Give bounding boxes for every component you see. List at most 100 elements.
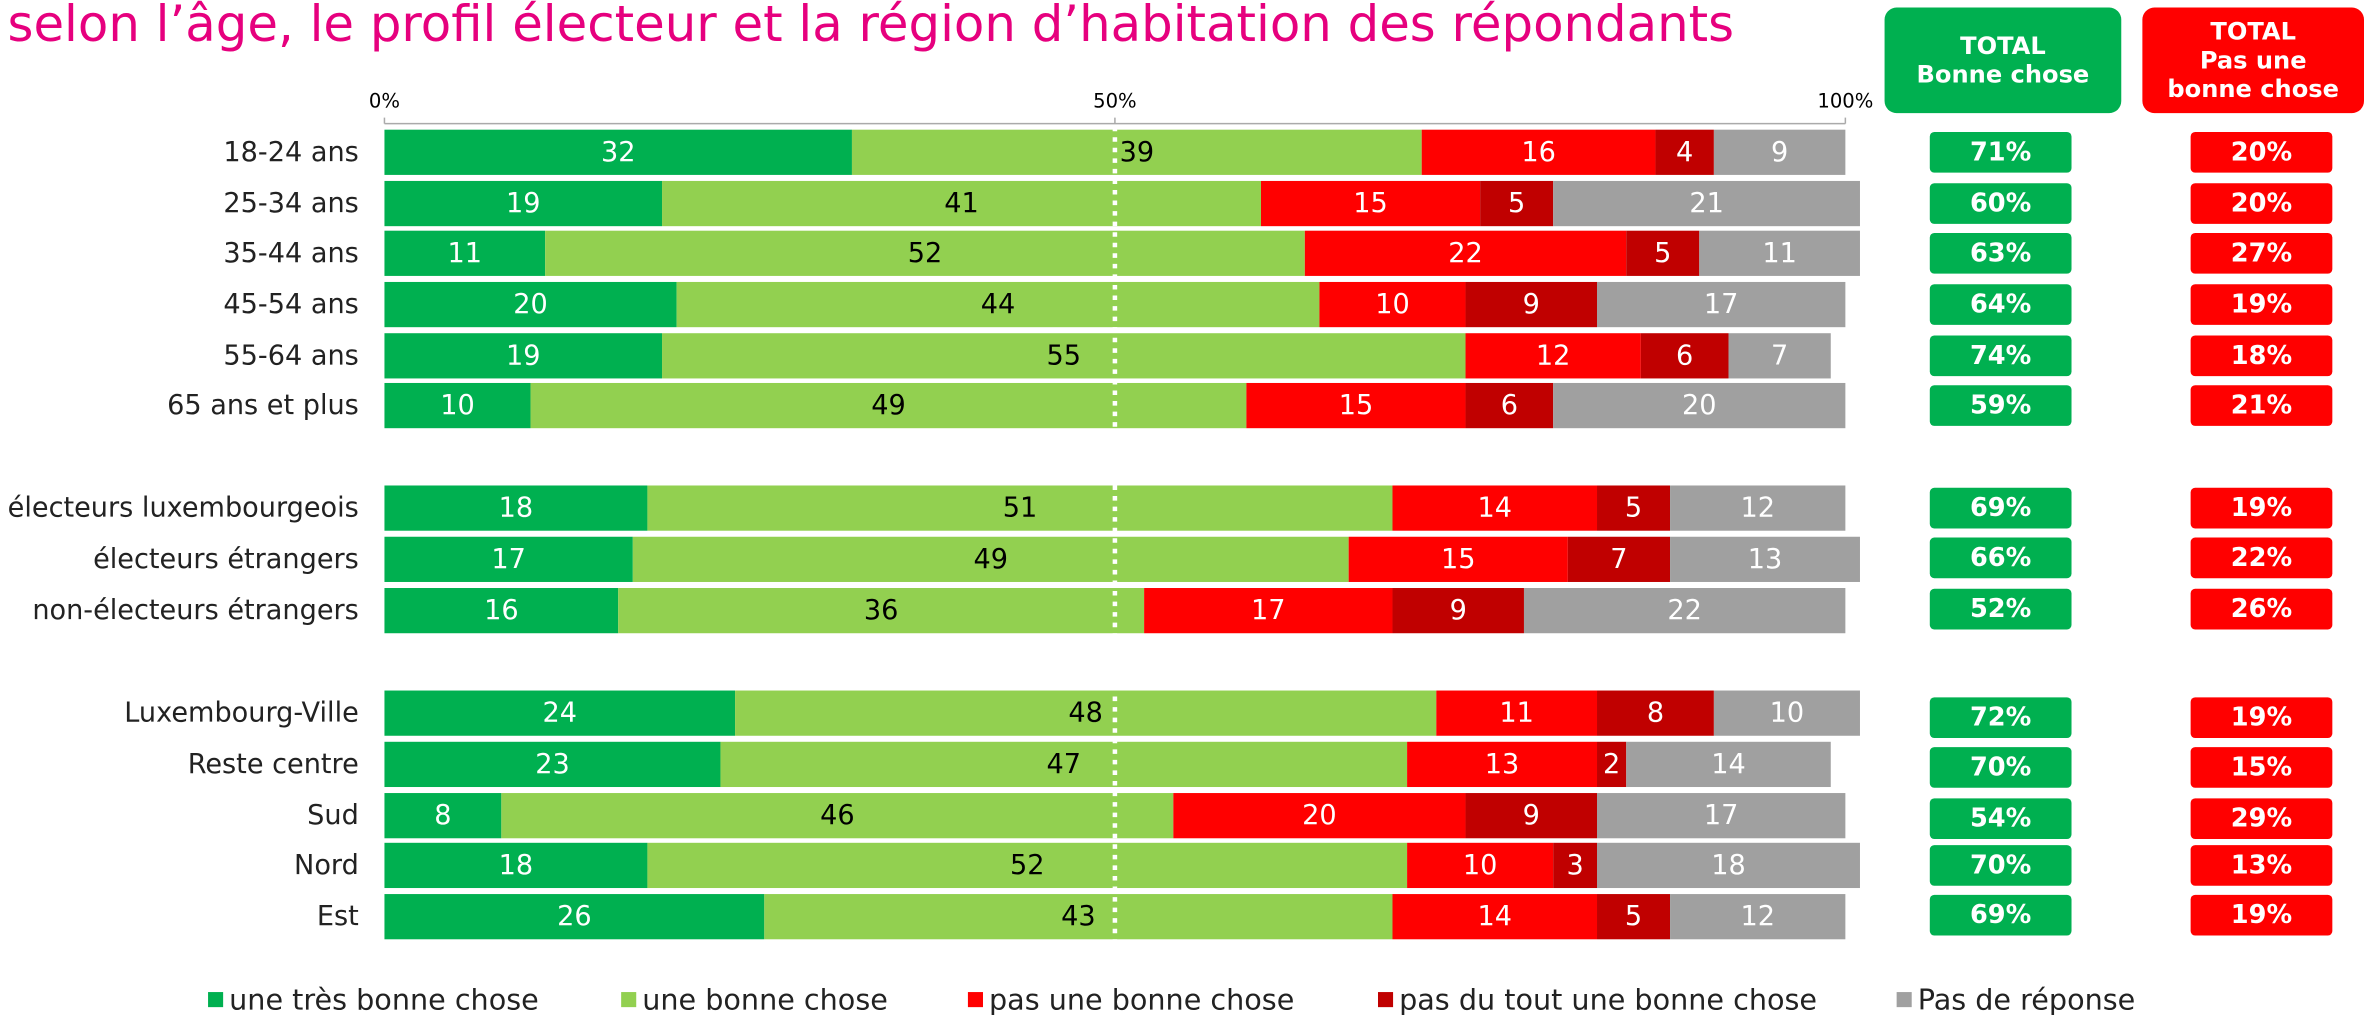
value-label: 55 [1047,340,1082,371]
bar-segment [1699,230,1860,276]
value-label: 18 [499,493,534,524]
value-label: 20 [513,289,548,320]
legend-swatch [967,992,983,1008]
y-tick-label: 45-54 ans [223,289,358,320]
value-label: 23 [535,749,570,780]
bar-segment [1670,485,1846,531]
chart-title: selon l’âge, le profil électeur et la ré… [8,0,1735,53]
value-label: 44 [981,289,1016,320]
bar-segment [720,741,1408,788]
bar-segment [632,536,1349,582]
value-label: 26 [557,901,592,932]
value-label: 10 [1375,289,1410,320]
value-label: 17 [1251,595,1286,626]
total-box [2190,845,2333,886]
legend-label: Pas de réponse [1918,983,2136,1015]
bar-segment [676,281,1320,328]
bar-segment [1670,894,1846,940]
bar-segment [1144,588,1393,634]
bar-segment [1597,690,1714,736]
bar-segment [1728,333,1831,379]
bar-segment [1465,382,1554,429]
bar-segment [1597,741,1627,788]
value-label: 9 [1523,800,1540,831]
total-label: 21% [2231,391,2292,421]
x-tick-label: 50% [1093,90,1137,113]
bar-segment [1713,129,1846,175]
total-box [2190,284,2333,325]
bar-segment [1407,842,1554,889]
legend-label: une très bonne chose [229,983,539,1015]
value-label: 14 [1477,493,1512,524]
value-label: 19 [506,340,541,371]
bar-segment [1261,180,1481,227]
bar-segment [1523,588,1846,634]
bar-segment [384,588,619,634]
total-label: 19% [2231,703,2292,733]
bar-segment [1421,129,1656,175]
bar-segment [1407,741,1598,788]
value-label: 18 [499,850,534,881]
total-box [1929,183,2072,224]
value-label: 16 [484,595,519,626]
total-label: 60% [1970,189,2031,219]
value-label: 12 [1740,493,1775,524]
bar-segment [647,485,1393,531]
value-label: 18 [1711,850,1746,881]
bar-segment [530,382,1247,429]
total-label: 59% [1970,391,2031,421]
value-label: 11 [448,238,483,269]
bar-segment [384,281,677,328]
total-header [1884,7,2122,114]
value-label: 17 [1704,800,1739,831]
value-label: 5 [1654,238,1671,269]
total-label: 69% [1970,493,2031,523]
total-box [1929,487,2072,529]
bar-segment [384,382,531,429]
value-label: 3 [1566,850,1583,881]
bar-segment [1713,690,1860,736]
bar-segment [1319,281,1466,328]
bar-segment [618,588,1145,634]
bar-segment [1597,281,1846,328]
total-box [2190,894,2333,936]
value-label: 11 [1499,698,1534,729]
value-label: 17 [491,544,526,575]
total-box [1929,845,2072,886]
bar-segment [1553,382,1846,429]
value-label: 7 [1771,340,1788,371]
total-label: 66% [1970,543,2031,573]
legend-label: pas une bonne chose [989,983,1294,1015]
value-label: 14 [1477,901,1512,932]
bar-segment [384,842,648,889]
total-box [1929,385,2072,426]
value-label: 10 [1463,850,1498,881]
value-label: 9 [1450,595,1467,626]
value-label: 36 [864,595,899,626]
bar-segment [501,793,1174,839]
value-label: 5 [1625,493,1642,524]
y-tick-label: 25-34 ans [223,188,358,219]
bar-segment [384,894,765,940]
y-tick-label: Sud [307,800,359,831]
y-tick-label: non-électeurs étrangers [32,595,359,626]
total-label: 19% [2231,493,2292,523]
total-label: 26% [2231,594,2292,624]
value-label: 21 [1689,188,1724,219]
total-label: 72% [1970,703,2031,733]
value-label: 48 [1068,698,1103,729]
total-box [1929,537,2072,579]
total-box [1929,232,2072,274]
value-label: 8 [1647,698,1664,729]
value-label: 32 [601,137,636,168]
bar-segment [384,690,736,736]
bar-segment [647,842,1408,889]
value-label: 41 [944,188,979,219]
y-tick-label: Luxembourg-Ville [124,698,359,729]
value-label: 9 [1523,289,1540,320]
legend-swatch [208,992,224,1008]
value-label: 47 [1047,749,1082,780]
value-label: 20 [1682,390,1717,421]
bar-segment [1392,588,1524,634]
